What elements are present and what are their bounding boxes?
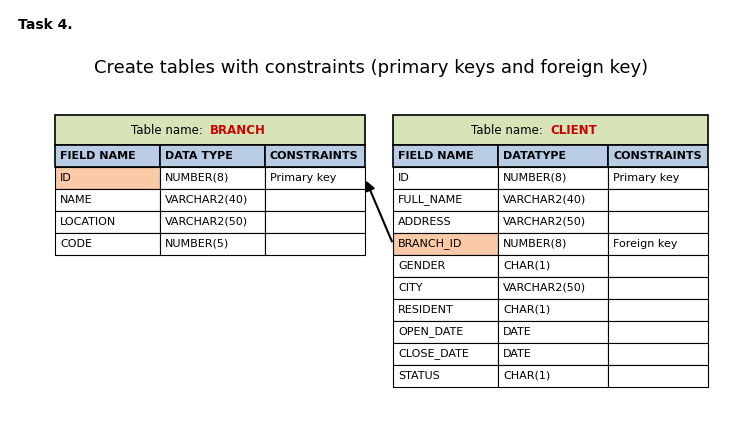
Bar [498, 365, 608, 387]
Bar [498, 167, 608, 189]
Text: CONSTRAINTS: CONSTRAINTS [270, 151, 359, 161]
Bar [393, 189, 498, 211]
Text: NAME: NAME [60, 195, 93, 205]
Text: DATA TYPE: DATA TYPE [165, 151, 233, 161]
Text: Primary key: Primary key [613, 173, 679, 183]
Text: CITY: CITY [398, 283, 423, 293]
Bar [498, 343, 608, 365]
Text: ID: ID [60, 173, 72, 183]
Bar [393, 277, 498, 299]
Bar [498, 321, 608, 343]
Bar [498, 145, 608, 167]
Text: VARCHAR2(50): VARCHAR2(50) [503, 217, 586, 227]
Bar [393, 343, 498, 365]
Bar [160, 189, 265, 211]
Bar [55, 115, 365, 145]
Bar [393, 255, 498, 277]
Bar [608, 189, 708, 211]
Text: BRANCH: BRANCH [210, 124, 266, 137]
Bar [608, 343, 708, 365]
Bar [608, 299, 708, 321]
Bar [160, 211, 265, 233]
Text: NUMBER(8): NUMBER(8) [503, 173, 568, 183]
Text: Table name:: Table name: [471, 124, 551, 137]
Text: BRANCH_ID: BRANCH_ID [398, 238, 462, 249]
Bar [265, 211, 365, 233]
Text: CHAR(1): CHAR(1) [503, 371, 551, 381]
Text: DATE: DATE [503, 327, 532, 337]
Text: VARCHAR2(50): VARCHAR2(50) [165, 217, 248, 227]
Text: Foreign key: Foreign key [613, 239, 678, 249]
Text: NUMBER(5): NUMBER(5) [165, 239, 230, 249]
Text: Primary key: Primary key [270, 173, 337, 183]
Bar [608, 211, 708, 233]
Text: VARCHAR2(50): VARCHAR2(50) [503, 283, 586, 293]
Bar [393, 299, 498, 321]
Bar [55, 189, 160, 211]
Text: ID: ID [398, 173, 409, 183]
Bar [608, 145, 708, 167]
Text: DATE: DATE [503, 349, 532, 359]
Bar [55, 233, 160, 255]
Text: OPEN_DATE: OPEN_DATE [398, 327, 463, 337]
Bar [160, 167, 265, 189]
Text: VARCHAR2(40): VARCHAR2(40) [165, 195, 248, 205]
Text: VARCHAR2(40): VARCHAR2(40) [503, 195, 586, 205]
Bar [393, 211, 498, 233]
Text: CONSTRAINTS: CONSTRAINTS [613, 151, 701, 161]
Text: FIELD NAME: FIELD NAME [60, 151, 136, 161]
Bar [160, 233, 265, 255]
Text: RESIDENT: RESIDENT [398, 305, 454, 315]
Bar [608, 277, 708, 299]
Text: NUMBER(8): NUMBER(8) [165, 173, 230, 183]
Bar [393, 115, 708, 145]
Bar [265, 233, 365, 255]
Text: Table name:: Table name: [131, 124, 210, 137]
Text: STATUS: STATUS [398, 371, 440, 381]
Text: DATATYPE: DATATYPE [503, 151, 566, 161]
Text: FIELD NAME: FIELD NAME [398, 151, 474, 161]
Text: CLOSE_DATE: CLOSE_DATE [398, 349, 469, 359]
Text: Task 4.: Task 4. [18, 18, 73, 32]
Text: GENDER: GENDER [398, 261, 445, 271]
Bar [265, 145, 365, 167]
Text: CHAR(1): CHAR(1) [503, 261, 551, 271]
Bar [55, 145, 160, 167]
Text: CODE: CODE [60, 239, 92, 249]
Bar [608, 233, 708, 255]
Bar [608, 167, 708, 189]
Bar [498, 299, 608, 321]
Bar [393, 321, 498, 343]
Bar [55, 167, 160, 189]
Text: NUMBER(8): NUMBER(8) [503, 239, 568, 249]
Bar [498, 277, 608, 299]
Text: FULL_NAME: FULL_NAME [398, 194, 463, 206]
Text: CHAR(1): CHAR(1) [503, 305, 551, 315]
Bar [265, 189, 365, 211]
Text: CLIENT: CLIENT [551, 124, 597, 137]
Bar [265, 167, 365, 189]
Bar [55, 211, 160, 233]
Bar [608, 365, 708, 387]
Bar [608, 255, 708, 277]
Text: Create tables with constraints (primary keys and foreign key): Create tables with constraints (primary … [94, 59, 649, 77]
Text: ADDRESS: ADDRESS [398, 217, 452, 227]
Bar [160, 145, 265, 167]
Text: LOCATION: LOCATION [60, 217, 116, 227]
Bar [498, 211, 608, 233]
Bar [393, 233, 498, 255]
Bar [393, 167, 498, 189]
Bar [498, 255, 608, 277]
Bar [393, 365, 498, 387]
Bar [393, 145, 498, 167]
Bar [608, 321, 708, 343]
Bar [498, 233, 608, 255]
Bar [498, 189, 608, 211]
